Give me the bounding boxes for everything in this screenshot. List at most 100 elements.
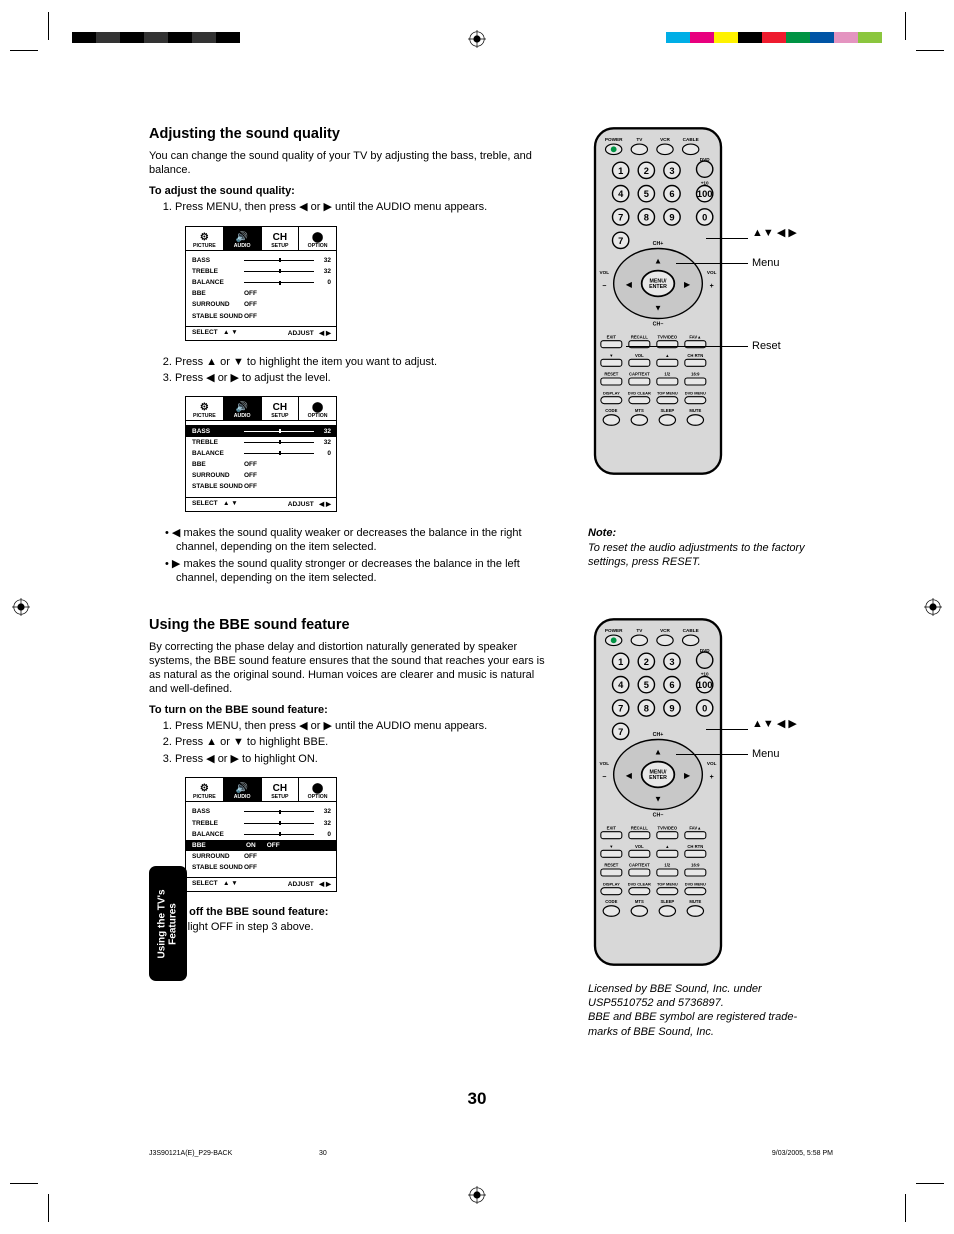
license-text: Licensed by BBE Sound, Inc. under USP551… [588, 982, 823, 1039]
svg-text:5: 5 [644, 189, 649, 199]
svg-text:CAP/TEXT: CAP/TEXT [629, 372, 650, 377]
svg-text:DVD CLEAR: DVD CLEAR [628, 390, 651, 395]
svg-text:▶: ▶ [684, 280, 691, 289]
svg-text:FAV▲: FAV▲ [689, 825, 701, 830]
svg-text:▲: ▲ [665, 353, 669, 358]
svg-text:TV: TV [636, 628, 643, 633]
svg-text:VOL: VOL [635, 844, 644, 849]
svg-text:ENTER: ENTER [649, 284, 667, 290]
svg-text:7: 7 [618, 213, 623, 223]
reg-mark [12, 598, 30, 616]
svg-text:−: − [602, 283, 606, 290]
footer: J3S90121A(E)_P29-BACK 30 9/03/2005, 5:58… [149, 1150, 833, 1157]
svg-text:VOL: VOL [707, 270, 717, 275]
svg-text:▲: ▲ [654, 747, 662, 756]
section2-title: Using the BBE sound feature [149, 617, 554, 633]
svg-text:CODE: CODE [605, 899, 617, 904]
menu-box-3: ⚙PICTURE🔊AUDIOCHSETUP⬤OPTIONBASS32TREBLE… [185, 777, 337, 892]
svg-text:DISPLAY: DISPLAY [603, 881, 620, 886]
svg-text:CH RTN: CH RTN [687, 353, 703, 358]
menu-box-1: ⚙PICTURE🔊AUDIOCHSETUP⬤OPTIONBASS32TREBLE… [185, 226, 337, 341]
svg-text:DVD CLEAR: DVD CLEAR [628, 881, 651, 886]
svg-text:100: 100 [697, 680, 713, 690]
svg-text:5: 5 [644, 680, 649, 690]
svg-text:MUTE: MUTE [689, 899, 701, 904]
s1-step2: Press ▲ or ▼ to highlight the item you w… [175, 355, 554, 370]
s1-bullet1: • ◀ makes the sound quality weaker or de… [165, 526, 554, 555]
svg-text:CH RTN: CH RTN [687, 844, 703, 849]
svg-text:CAP/TEXT: CAP/TEXT [629, 862, 650, 867]
svg-text:EXIT: EXIT [607, 334, 617, 339]
svg-text:DVD MENU: DVD MENU [685, 390, 706, 395]
svg-text:SLEEP: SLEEP [660, 899, 674, 904]
svg-text:0: 0 [702, 213, 707, 223]
svg-text:3: 3 [669, 166, 674, 176]
svg-text:7: 7 [618, 236, 623, 246]
svg-text:▲: ▲ [654, 257, 662, 266]
note-body: To reset the audio adjustments to the fa… [588, 541, 823, 570]
svg-text:VOL: VOL [635, 353, 644, 358]
svg-text:4: 4 [618, 680, 624, 690]
svg-text:RESET: RESET [604, 862, 618, 867]
svg-text:VOL: VOL [707, 761, 717, 766]
menu-box-2: ⚙PICTURE🔊AUDIOCHSETUP⬤OPTIONBASS32TREBLE… [185, 396, 337, 511]
svg-text:CH+: CH+ [653, 241, 664, 247]
svg-text:+10: +10 [701, 180, 709, 185]
svg-text:DISPLAY: DISPLAY [603, 390, 620, 395]
section1-title: Adjusting the sound quality [149, 126, 554, 142]
svg-text:VOL: VOL [600, 761, 610, 766]
section2-sub1: To turn on the BBE sound feature: [149, 704, 554, 716]
svg-text:TOP MENU: TOP MENU [657, 390, 678, 395]
svg-text:0: 0 [702, 703, 707, 713]
section1-sub1: To adjust the sound quality: [149, 185, 554, 197]
svg-text:CABLE: CABLE [683, 628, 699, 633]
svg-text:TV/VIDEO: TV/VIDEO [658, 825, 678, 830]
svg-text:+: + [710, 283, 714, 290]
svg-text:1/2: 1/2 [664, 372, 670, 377]
svg-text:TV: TV [636, 137, 643, 142]
svg-text:ENTER: ENTER [649, 775, 667, 781]
reg-mark [924, 598, 942, 616]
page-number: 30 [61, 1089, 893, 1109]
s2-off: Highlight OFF in step 3 above. [149, 921, 554, 933]
section2-intro: By correcting the phase delay and distor… [149, 640, 554, 696]
note-head: Note: [588, 527, 823, 539]
svg-text:▼: ▼ [609, 844, 613, 849]
svg-text:VCR: VCR [660, 137, 670, 142]
svg-text:▲: ▲ [665, 844, 669, 849]
svg-text:8: 8 [644, 703, 649, 713]
svg-text:▼: ▼ [654, 794, 662, 803]
svg-text:RECALL: RECALL [631, 334, 648, 339]
svg-text:4: 4 [618, 189, 624, 199]
svg-text:RESET: RESET [604, 372, 618, 377]
svg-text:◀: ◀ [626, 280, 633, 289]
remote-1: POWERTVVCRCABLEDVD123456789+1010070CH+ME… [588, 126, 823, 479]
colorbar-left [72, 32, 240, 43]
svg-text:9: 9 [669, 213, 674, 223]
svg-text:7: 7 [618, 727, 623, 737]
svg-text:SLEEP: SLEEP [660, 408, 674, 413]
svg-text:POWER: POWER [605, 137, 623, 142]
svg-text:MTS: MTS [635, 408, 644, 413]
s1-bullet2: • ▶ makes the sound quality stronger or … [165, 557, 554, 586]
svg-text:9: 9 [669, 703, 674, 713]
svg-text:▼: ▼ [609, 353, 613, 358]
svg-text:CABLE: CABLE [683, 137, 699, 142]
svg-text:1: 1 [618, 166, 623, 176]
svg-text:6: 6 [669, 680, 674, 690]
svg-text:+10: +10 [701, 671, 709, 676]
s2-step2: Press ▲ or ▼ to highlight BBE. [175, 735, 554, 750]
footer-left: J3S90121A(E)_P29-BACK [149, 1150, 232, 1157]
svg-text:CH+: CH+ [653, 732, 664, 738]
svg-text:1/2: 1/2 [664, 862, 670, 867]
svg-text:▼: ▼ [654, 303, 662, 312]
svg-text:3: 3 [669, 657, 674, 667]
s1-step1: Press MENU, then press ◀ or ▶ until the … [175, 200, 554, 215]
reg-mark [468, 1186, 486, 1204]
svg-text:VCR: VCR [660, 628, 670, 633]
s1-step3: Press ◀ or ▶ to adjust the level. [175, 371, 554, 386]
footer-right: 9/03/2005, 5:58 PM [772, 1150, 833, 1157]
side-tab: Using the TV'sFeatures [149, 866, 187, 981]
colorbar-right [666, 32, 882, 43]
svg-text:TOP MENU: TOP MENU [657, 881, 678, 886]
